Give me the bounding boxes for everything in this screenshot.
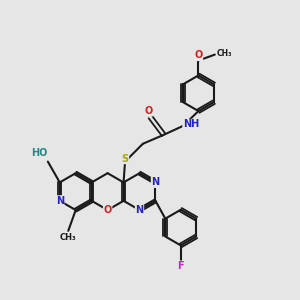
Text: N: N <box>152 177 160 188</box>
Text: CH₃: CH₃ <box>217 49 232 58</box>
Text: HO: HO <box>31 148 47 158</box>
Text: O: O <box>144 106 152 116</box>
Text: F: F <box>177 261 184 271</box>
Text: CH₃: CH₃ <box>60 233 76 242</box>
Text: NH: NH <box>183 119 199 129</box>
Text: O: O <box>103 205 112 215</box>
Text: O: O <box>194 50 202 61</box>
Text: N: N <box>56 196 64 206</box>
Text: N: N <box>136 205 144 215</box>
Text: S: S <box>122 154 129 164</box>
